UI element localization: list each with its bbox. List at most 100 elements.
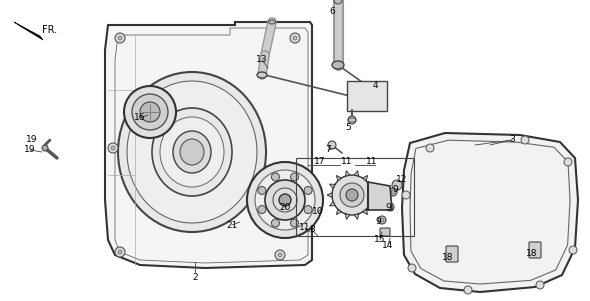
Ellipse shape [160,117,224,187]
Circle shape [275,250,285,260]
Ellipse shape [334,0,342,4]
Polygon shape [336,209,342,215]
Polygon shape [105,22,312,268]
Text: 9: 9 [385,203,391,213]
Circle shape [332,175,372,215]
Circle shape [386,203,394,211]
Polygon shape [345,171,350,176]
Circle shape [255,170,315,230]
Text: 9: 9 [375,218,381,226]
Ellipse shape [127,81,257,223]
Text: 20: 20 [279,203,291,213]
Ellipse shape [268,20,276,24]
Polygon shape [369,202,375,206]
Circle shape [290,33,300,43]
FancyBboxPatch shape [446,246,458,262]
Circle shape [536,281,544,289]
FancyBboxPatch shape [380,228,390,236]
Circle shape [408,264,416,272]
Circle shape [124,86,176,138]
Circle shape [290,219,299,227]
Circle shape [392,180,402,190]
Polygon shape [372,193,377,197]
Polygon shape [402,133,578,292]
Text: 19: 19 [24,145,36,154]
Text: 10: 10 [312,207,324,216]
Text: 19: 19 [26,135,38,144]
Circle shape [118,250,122,254]
Circle shape [258,206,266,214]
Ellipse shape [173,131,211,173]
Text: 8: 8 [309,225,315,234]
Circle shape [115,33,125,43]
Polygon shape [354,214,359,219]
Circle shape [391,190,395,194]
Text: 11: 11 [299,224,311,232]
Text: 15: 15 [374,235,386,244]
Circle shape [402,191,410,199]
Circle shape [564,158,572,166]
Ellipse shape [118,72,266,232]
Circle shape [293,36,297,40]
Circle shape [140,102,160,122]
Circle shape [278,253,282,257]
Circle shape [132,94,168,130]
Polygon shape [329,202,335,206]
Circle shape [118,36,122,40]
Circle shape [290,173,299,181]
Polygon shape [336,175,342,181]
Circle shape [111,146,115,150]
Circle shape [340,183,364,207]
FancyBboxPatch shape [529,242,541,258]
Circle shape [378,216,386,224]
Text: 18: 18 [442,253,454,262]
Text: 18: 18 [526,250,537,259]
Circle shape [271,173,280,181]
Text: 4: 4 [372,80,378,89]
Circle shape [388,205,392,209]
Text: 5: 5 [345,123,351,132]
Text: 17: 17 [314,157,326,166]
Circle shape [521,136,529,144]
Circle shape [426,144,434,152]
FancyBboxPatch shape [347,81,387,111]
Text: FR.: FR. [42,25,58,35]
Circle shape [265,180,305,220]
Polygon shape [14,22,43,40]
Polygon shape [354,171,359,176]
Text: 12: 12 [396,175,408,185]
Text: 13: 13 [256,55,268,64]
Text: 16: 16 [135,113,146,123]
Ellipse shape [332,61,344,69]
Ellipse shape [257,72,267,78]
Circle shape [273,188,297,212]
Circle shape [258,186,266,194]
Circle shape [279,194,291,206]
Polygon shape [363,209,368,215]
Circle shape [346,189,358,201]
Circle shape [115,247,125,257]
Circle shape [569,246,577,254]
Text: 11: 11 [341,157,353,166]
Text: 2: 2 [192,274,198,283]
Circle shape [108,143,118,153]
Circle shape [304,206,312,214]
Circle shape [464,286,472,294]
Polygon shape [363,175,368,181]
Polygon shape [369,184,375,188]
Text: 9: 9 [392,185,398,194]
Ellipse shape [152,108,232,196]
Polygon shape [368,182,392,210]
Circle shape [380,218,384,222]
Ellipse shape [180,139,204,165]
Text: 3: 3 [509,135,515,144]
Circle shape [304,186,312,194]
Circle shape [42,145,48,151]
Bar [296,158,414,236]
Polygon shape [329,184,335,188]
Circle shape [271,219,280,227]
Polygon shape [345,214,350,219]
Circle shape [348,116,356,124]
Text: 14: 14 [382,240,394,250]
Circle shape [328,141,336,149]
